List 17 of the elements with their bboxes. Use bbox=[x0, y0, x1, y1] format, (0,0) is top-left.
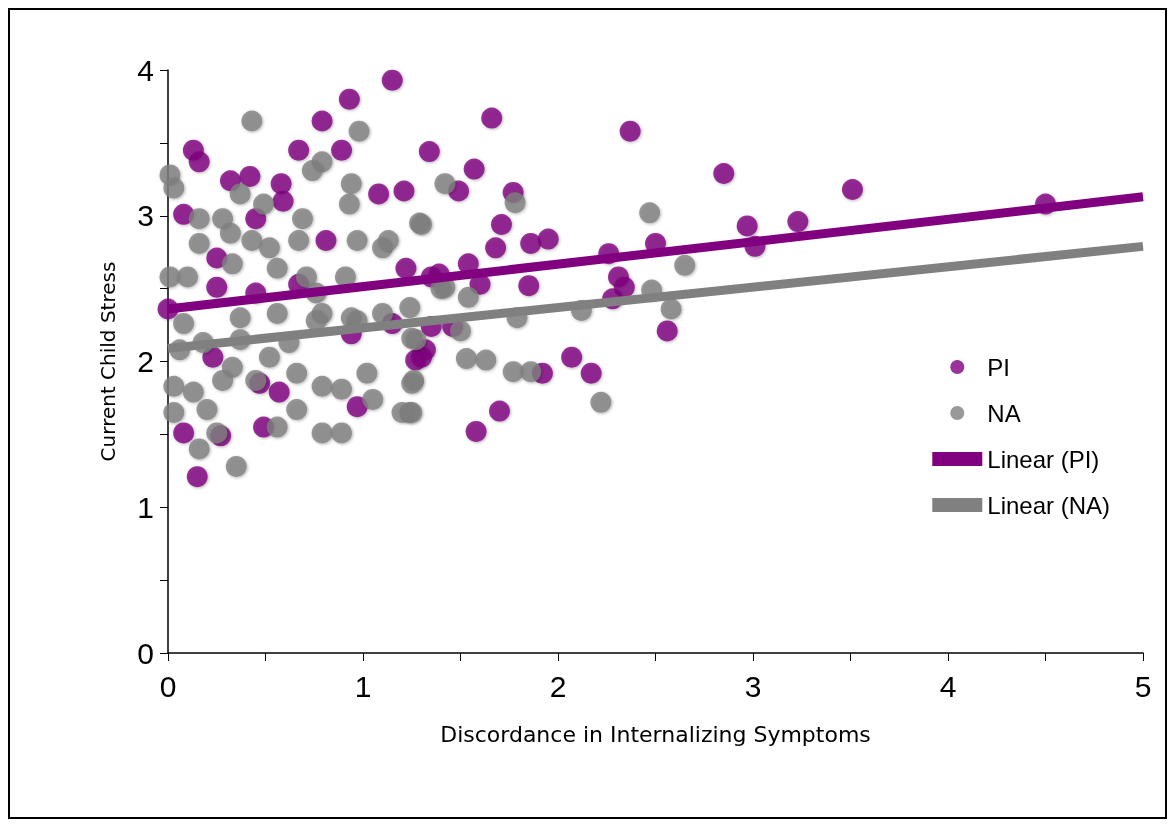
legend-label: PI bbox=[987, 353, 1010, 381]
x-tick-label: 4 bbox=[939, 669, 957, 703]
y-tick-label: 2 bbox=[137, 345, 154, 378]
y-tick-label: 4 bbox=[137, 53, 154, 87]
legend-label: Linear (PI) bbox=[987, 445, 1100, 473]
y-tick-label: 0 bbox=[137, 636, 154, 670]
y-tick-label: 1 bbox=[137, 490, 154, 524]
x-tick-label: 1 bbox=[354, 669, 372, 703]
x-tick-label: 5 bbox=[1134, 669, 1152, 703]
legend-label: Linear (NA) bbox=[987, 491, 1111, 519]
x-tick-label: 3 bbox=[744, 669, 762, 703]
x-tick-label: 2 bbox=[549, 669, 567, 703]
y-tick-label: 3 bbox=[137, 199, 154, 233]
legend-label: NA bbox=[987, 399, 1021, 427]
x-tick-label: 0 bbox=[159, 669, 177, 703]
y-axis-title: Current Child Stress bbox=[96, 261, 120, 462]
x-axis-title: Discordance in Internalizing Symptoms bbox=[440, 721, 871, 747]
